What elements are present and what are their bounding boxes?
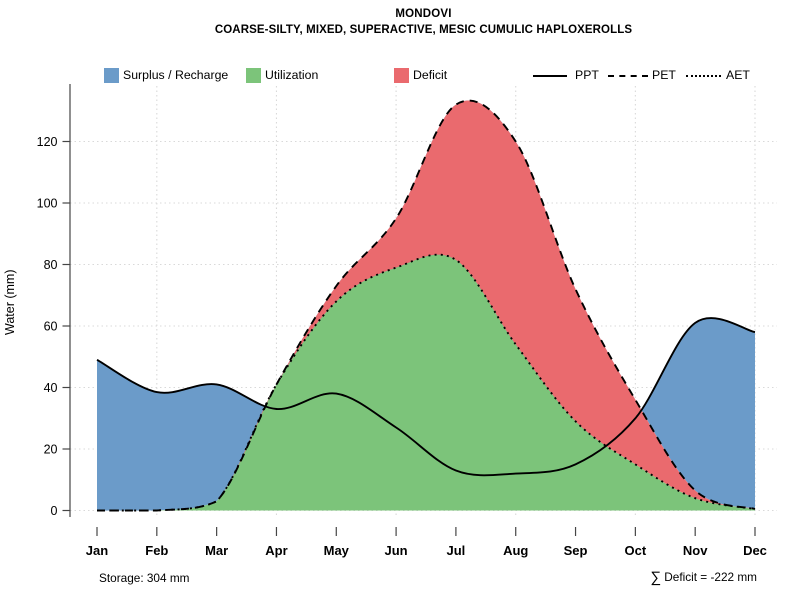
aet-line-sample (686, 74, 721, 77)
x-tick-label: Nov (683, 543, 708, 558)
deficit-annotation-text: Deficit = -222 mm (664, 570, 757, 584)
x-tick-label: May (324, 543, 350, 558)
tick-labels: 0 20 40 60 80 100 120 Jan Feb Mar Apr May Jun Jul Aug S… (37, 135, 767, 558)
deficit-annotation: ∑ Deficit = -222 mm (580, 569, 757, 586)
ppt-curve (96, 317, 756, 477)
x-tick-label: Oct (625, 543, 647, 558)
y-tick-label: 100 (37, 197, 58, 211)
x-tick-label: Apr (265, 543, 287, 558)
x-tick-label: Aug (503, 543, 528, 558)
x-tick-label: Jun (385, 543, 408, 558)
y-tick-label: 80 (44, 258, 58, 272)
legend-label-deficit: Deficit (413, 68, 448, 82)
y-tick-label: 60 (44, 320, 58, 334)
y-tick-label: 120 (37, 135, 58, 149)
x-tick-label: Dec (743, 543, 767, 558)
legend-label-aet: AET (726, 68, 750, 82)
y-tick-label: 40 (44, 381, 58, 395)
axes (62, 84, 756, 536)
chart-title: MONDOVI (395, 8, 452, 20)
legend-label-pet: PET (652, 68, 676, 82)
surplus-swatch (104, 68, 119, 83)
x-tick-label: Feb (145, 543, 168, 558)
y-axis-title: Water (mm) (3, 269, 17, 336)
y-tick-label: 20 (44, 443, 58, 457)
utilization-area (97, 254, 755, 511)
area-fills (97, 100, 755, 511)
utilization-swatch (246, 68, 261, 83)
y-tick-label: 0 (51, 504, 58, 518)
deficit-area (97, 100, 755, 511)
curves (96, 99, 756, 512)
x-tick-label: Jul (447, 543, 466, 558)
legend-label-ppt: PPT (575, 68, 599, 82)
x-tick-label: Mar (205, 543, 228, 558)
x-tick-label: Jan (86, 543, 108, 558)
ppt-line-sample (533, 74, 567, 77)
legend-label-utilization: Utilization (265, 68, 319, 82)
deficit-swatch (394, 68, 409, 83)
legend-label-surplus: Surplus / Recharge (123, 68, 229, 82)
pet-curve (97, 99, 756, 512)
aet-curve (97, 253, 756, 512)
x-tick-label: Sep (564, 543, 588, 558)
sigma-symbol: ∑ (650, 569, 662, 586)
pet-line-sample (608, 74, 648, 77)
chart-subtitle: COARSE-SILTY, MIXED, SUPERACTIVE, MESIC … (214, 24, 633, 36)
storage-annotation: Storage: 304 mm (99, 571, 190, 585)
